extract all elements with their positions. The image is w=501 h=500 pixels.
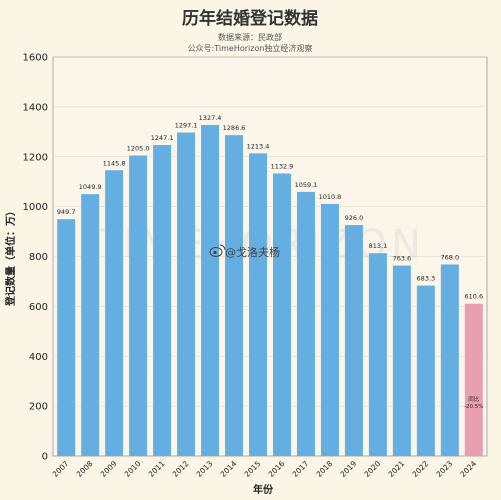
bar-2018 <box>320 203 339 456</box>
y-tick-label: 0 <box>42 452 48 463</box>
x-tick-label-2017: 2017 <box>291 459 311 479</box>
x-tick-label-2011: 2011 <box>147 459 167 479</box>
bar-2011 <box>153 145 172 456</box>
bar-annotation: -20.5% <box>464 404 483 410</box>
bar-2008 <box>81 194 100 456</box>
data-label-2019: 926.0 <box>345 214 364 222</box>
x-tick-label-2015: 2015 <box>243 459 263 479</box>
social-handle-text: @戈洛夫杨 <box>225 245 280 259</box>
data-labels: 949.7 1049.9 1145.81205.01247.11297.11327.… <box>57 114 484 410</box>
data-label-2010: 1205.0 <box>127 145 150 153</box>
y-tick-label: 1400 <box>23 102 48 113</box>
data-label-2014: 1286.6 <box>223 124 246 132</box>
x-tick-label-2018: 2018 <box>314 459 334 479</box>
bar-2010 <box>129 155 148 457</box>
x-axis-ticks: 2007 2008 2009 2010 2011 2012 2013 2014 2015 2016… <box>51 459 479 479</box>
bar-2009 <box>105 170 124 457</box>
data-label-2012: 1297.1 <box>175 122 198 130</box>
y-tick-label: 1200 <box>23 152 48 163</box>
chart-subtitle-account: 公众号:TimeHorizon独立经济观察 <box>188 43 313 53</box>
data-label-2009: 1145.8 <box>103 159 126 167</box>
data-label-2023: 768.0 <box>441 253 460 261</box>
data-label-2018: 1010.8 <box>319 193 342 201</box>
bar-2007 <box>57 219 76 456</box>
bar-2022 <box>416 285 435 456</box>
data-label-2007: 949.7 <box>57 208 76 216</box>
data-label-2017: 1059.1 <box>295 181 318 189</box>
bar-2014 <box>225 135 244 457</box>
bar-2023 <box>440 264 459 456</box>
y-axis-ticks: 0 200 400 600 800 1000 1200 1400 1600 <box>23 53 48 463</box>
y-tick-label: 1000 <box>23 202 48 213</box>
y-tick-label: 200 <box>29 402 48 413</box>
x-tick-label-2022: 2022 <box>410 459 430 479</box>
x-tick-label-2009: 2009 <box>99 459 119 479</box>
y-tick-label: 600 <box>29 302 48 313</box>
x-tick-label-2021: 2021 <box>386 459 406 479</box>
data-label-2015: 1213.4 <box>247 142 270 150</box>
bar-2020 <box>368 253 387 456</box>
y-tick-label: 1600 <box>23 53 48 64</box>
y-axis-title: 登记数量（单位：万） <box>4 206 17 307</box>
chart-title: 历年结婚登记数据 <box>182 8 318 29</box>
bar-annotation: 同比 <box>468 395 480 403</box>
y-tick-label: 800 <box>29 252 48 263</box>
data-label-2011: 1247.1 <box>151 134 174 142</box>
x-tick-label-2020: 2020 <box>362 459 382 479</box>
x-tick-label-2023: 2023 <box>434 459 454 479</box>
data-label-2022: 683.3 <box>417 275 436 283</box>
bar-2021 <box>392 265 411 456</box>
data-label-2013: 1327.4 <box>199 114 222 122</box>
grid-lines <box>53 56 487 407</box>
x-tick-label-2010: 2010 <box>123 459 143 479</box>
weibo-icon <box>209 244 226 257</box>
social-handle: @戈洛夫杨 <box>209 244 280 259</box>
data-label-2021: 763.6 <box>393 255 412 263</box>
x-tick-label-2007: 2007 <box>51 459 71 479</box>
data-label-2008: 1049.9 <box>79 183 102 191</box>
x-tick-label-2019: 2019 <box>338 459 358 479</box>
x-tick-label-2012: 2012 <box>171 459 191 479</box>
data-label-2016: 1132.9 <box>271 162 294 170</box>
y-tick-label: 400 <box>29 352 48 363</box>
x-tick-label-2016: 2016 <box>267 459 287 479</box>
data-label-2020: 813.1 <box>369 242 388 250</box>
x-axis-title: 年份 <box>253 483 274 496</box>
bar-2013 <box>201 124 220 457</box>
bar-2017 <box>296 191 315 456</box>
bar-2016 <box>272 173 291 456</box>
x-tick-label-2008: 2008 <box>75 459 95 479</box>
bar-2012 <box>177 132 196 456</box>
chart-subtitle-source: 数据来源：民政部 <box>218 32 282 42</box>
x-tick-label-2014: 2014 <box>219 459 239 479</box>
data-label-2024: 610.6 <box>465 293 484 301</box>
x-tick-label-2013: 2013 <box>195 459 215 479</box>
bar-2019 <box>344 225 363 456</box>
x-tick-label-2024: 2024 <box>458 459 478 479</box>
bar-2015 <box>249 153 268 456</box>
bar-2024 <box>464 303 483 456</box>
bars <box>57 124 483 457</box>
